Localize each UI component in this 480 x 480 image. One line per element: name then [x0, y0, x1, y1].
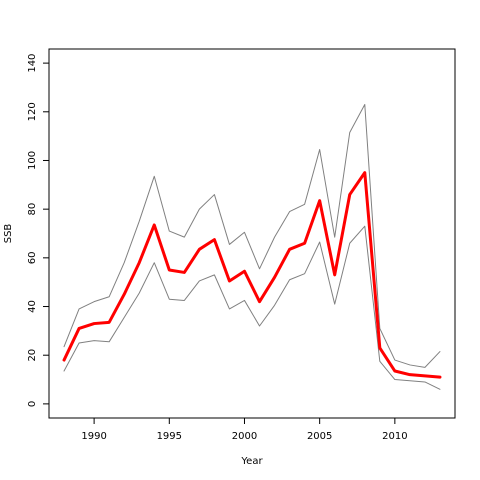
- series-layer: [62, 104, 442, 390]
- x-axis-title: Year: [240, 456, 263, 467]
- series-line-lower: [63, 225, 441, 390]
- x-tick-label: 2000: [232, 431, 257, 442]
- y-tick-label: 20: [27, 349, 38, 362]
- y-tick-label: 80: [27, 203, 38, 216]
- y-tick-label: 60: [27, 251, 38, 264]
- x-tick-label: 1995: [157, 431, 182, 442]
- x-tick-label: 2005: [307, 431, 332, 442]
- y-tick-label: 40: [27, 300, 38, 313]
- x-tick-label: 1990: [81, 431, 106, 442]
- y-tick-label: 120: [27, 102, 38, 121]
- y-tick-label: 100: [27, 151, 38, 170]
- y-axis-title: SSB: [3, 224, 14, 244]
- x-tick-label: 2010: [382, 431, 407, 442]
- x-axis: 1990 1995 2000 2005 2010: [81, 418, 408, 442]
- y-axis: 0 20 40 60 80 100 120 140: [27, 54, 49, 407]
- plot-frame: [48, 48, 456, 419]
- series-line-estimate: [62, 171, 442, 379]
- series-line-upper: [63, 104, 441, 368]
- y-tick-label: 0: [27, 401, 38, 407]
- y-tick-label: 140: [27, 54, 38, 73]
